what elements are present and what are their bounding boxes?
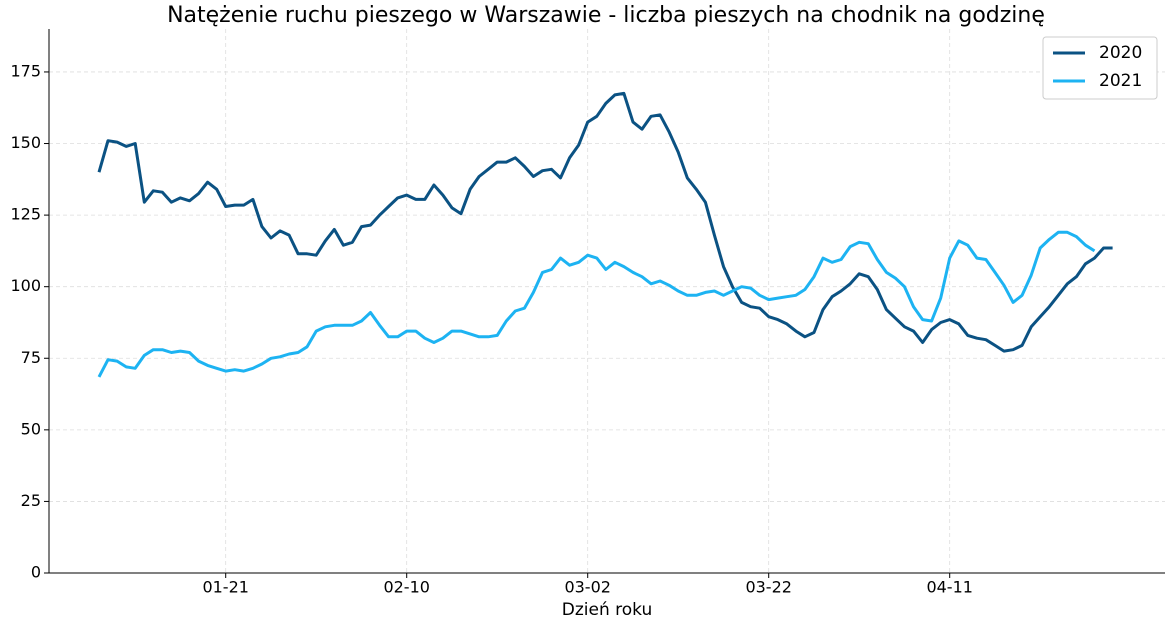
y-tick-label: 150 bbox=[10, 133, 41, 152]
x-tick-label: 01-21 bbox=[202, 578, 249, 597]
x-tick-label: 03-22 bbox=[745, 578, 792, 597]
y-tick-label: 125 bbox=[10, 205, 41, 224]
y-tick-label: 100 bbox=[10, 276, 41, 295]
chart-title: Natężenie ruchu pieszego w Warszawie - l… bbox=[167, 3, 1045, 28]
y-tick-label: 175 bbox=[10, 61, 41, 80]
line-series bbox=[97, 230, 1096, 378]
legend: 2020 2021 bbox=[1042, 36, 1158, 100]
x-tick-label: 02-10 bbox=[383, 578, 430, 597]
y-tick-label: 0 bbox=[31, 563, 41, 582]
line-series bbox=[97, 91, 1113, 353]
x-tick-label: 03-02 bbox=[564, 578, 611, 597]
y-tick-label: 25 bbox=[21, 491, 41, 510]
y-tick-label: 50 bbox=[21, 419, 41, 438]
legend-label: 2021 bbox=[1099, 71, 1142, 91]
x-axis-label: Dzień roku bbox=[562, 600, 653, 620]
legend-label: 2020 bbox=[1099, 43, 1142, 63]
x-tick-label: 04-11 bbox=[926, 578, 973, 597]
y-tick-label: 75 bbox=[21, 348, 41, 367]
